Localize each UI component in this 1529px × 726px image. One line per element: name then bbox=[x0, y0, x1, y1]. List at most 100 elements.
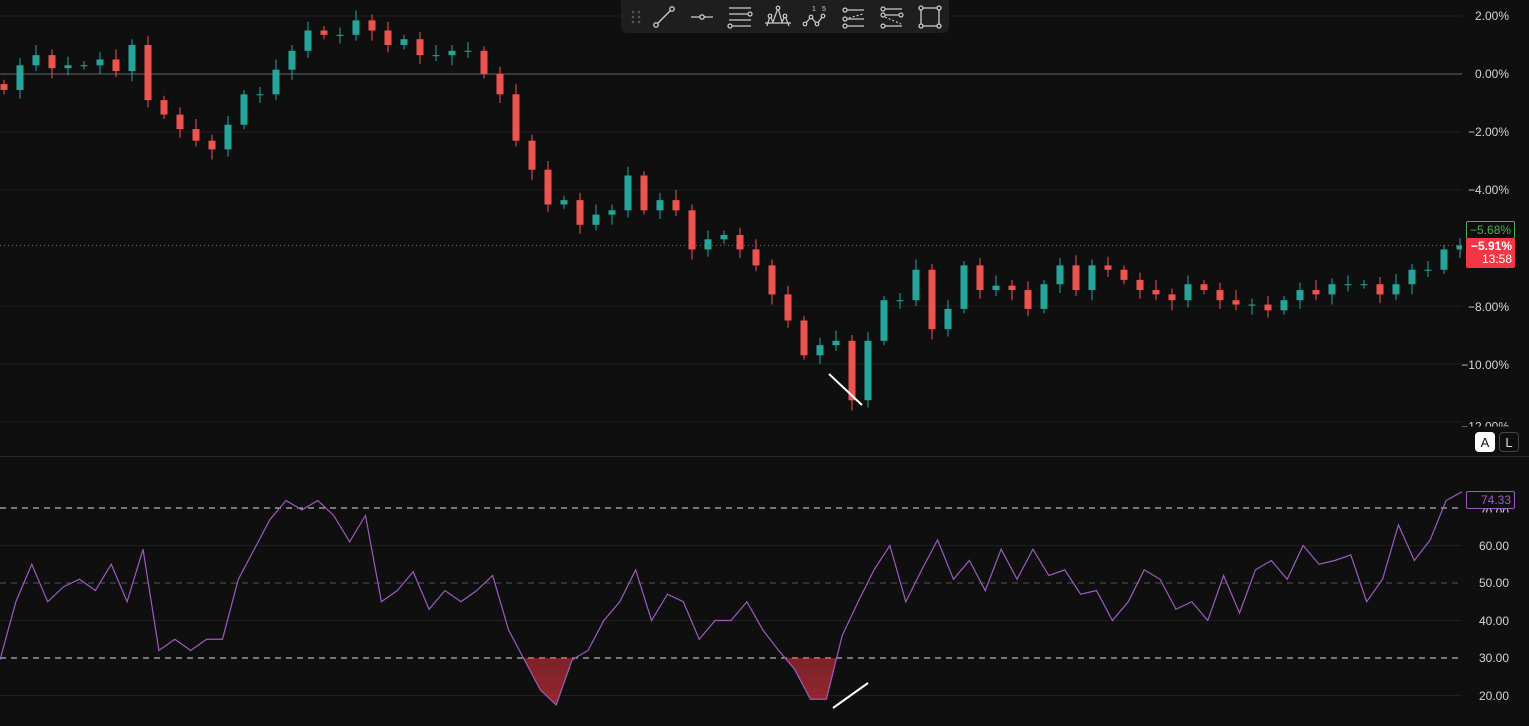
candle-body bbox=[448, 50, 456, 56]
last-price-value: −5.91% bbox=[1470, 239, 1512, 253]
rectangle-icon[interactable] bbox=[911, 2, 949, 32]
rsi-trend-line-drawing bbox=[832, 682, 869, 709]
log-scale-button[interactable]: L bbox=[1499, 432, 1519, 452]
candle-body bbox=[960, 265, 968, 309]
candle-body bbox=[1056, 265, 1064, 285]
candle-body bbox=[48, 55, 56, 69]
candle-body bbox=[1296, 290, 1304, 301]
candle-body bbox=[1104, 265, 1112, 270]
auto-scale-button[interactable]: A bbox=[1475, 432, 1495, 452]
candle-body bbox=[672, 200, 680, 211]
rsi-chart[interactable] bbox=[0, 490, 1462, 726]
candle-body bbox=[1248, 304, 1256, 306]
candle-body bbox=[832, 340, 840, 346]
regression-trend-icon[interactable] bbox=[873, 2, 911, 32]
price-tick: −12.00% bbox=[1461, 419, 1509, 427]
parallel-channel-icon[interactable] bbox=[835, 2, 873, 32]
candle-body bbox=[352, 20, 360, 35]
candle-body bbox=[1216, 290, 1224, 301]
price-tick: 0.00% bbox=[1474, 67, 1509, 81]
rsi-tick: 60.00 bbox=[1478, 539, 1509, 553]
candle-body bbox=[608, 210, 616, 215]
candle-body bbox=[720, 234, 728, 240]
candle-body bbox=[912, 269, 920, 301]
candle-body bbox=[1152, 290, 1160, 295]
candle-body bbox=[1040, 284, 1048, 309]
candle-body bbox=[1184, 284, 1192, 301]
head-and-shoulders-icon[interactable] bbox=[759, 2, 797, 32]
candle-body bbox=[384, 30, 392, 45]
candle-body bbox=[144, 45, 152, 101]
pane-separator[interactable] bbox=[0, 456, 1529, 457]
candle-body bbox=[624, 175, 632, 211]
candle-body bbox=[80, 65, 88, 67]
candle-body bbox=[1232, 300, 1240, 305]
candle-body bbox=[336, 34, 344, 36]
candle-body bbox=[656, 200, 664, 211]
candle-body bbox=[416, 39, 424, 56]
candle-body bbox=[800, 320, 808, 356]
candle-body bbox=[576, 200, 584, 225]
candle-body bbox=[864, 340, 872, 401]
candle-body bbox=[928, 269, 936, 330]
candle-body bbox=[1440, 249, 1448, 270]
candle-body bbox=[1392, 284, 1400, 295]
candle-body bbox=[544, 169, 552, 205]
candle-body bbox=[0, 84, 8, 90]
candle-body bbox=[272, 69, 280, 95]
candle-body bbox=[1328, 284, 1336, 295]
trend-line-drawing bbox=[828, 373, 863, 406]
rsi-tick: 20.00 bbox=[1478, 689, 1509, 703]
rsi-tick: 70.00 bbox=[1478, 505, 1509, 513]
candle-body bbox=[320, 30, 328, 35]
candle-body bbox=[1376, 284, 1384, 295]
candle-body bbox=[1264, 304, 1272, 311]
svg-text:1: 1 bbox=[812, 6, 816, 13]
candle-body bbox=[192, 129, 200, 141]
candle-body bbox=[560, 200, 568, 205]
rsi-tick: 40.00 bbox=[1478, 614, 1509, 628]
candle-body bbox=[768, 265, 776, 295]
candle-body bbox=[400, 39, 408, 45]
candle-body bbox=[880, 300, 888, 341]
price-tick: −2.00% bbox=[1467, 125, 1509, 139]
candle-body bbox=[512, 94, 520, 141]
candle-body bbox=[304, 30, 312, 51]
candle-body bbox=[528, 140, 536, 170]
candle-body bbox=[128, 45, 136, 72]
candle-body bbox=[16, 65, 24, 90]
rsi-tick: 30.00 bbox=[1478, 651, 1509, 665]
last-price-label: −5.91% 13:58 bbox=[1466, 238, 1515, 268]
candle-body bbox=[1120, 269, 1128, 280]
candle-body bbox=[1024, 290, 1032, 309]
candle-body bbox=[944, 308, 952, 330]
candle-body bbox=[816, 345, 824, 356]
drag-handle-icon[interactable] bbox=[627, 2, 645, 32]
candle-body bbox=[1360, 284, 1368, 286]
candle-body bbox=[704, 239, 712, 250]
price-chart[interactable] bbox=[0, 0, 1462, 456]
trend-line-icon[interactable] bbox=[645, 2, 683, 32]
candle-body bbox=[1200, 284, 1208, 291]
candle-body bbox=[896, 300, 904, 302]
candle-body bbox=[32, 55, 40, 66]
candle-body bbox=[256, 94, 264, 96]
rsi-last-value: 74.33 bbox=[1466, 491, 1515, 509]
price-tick: −8.00% bbox=[1467, 300, 1509, 314]
candle-body bbox=[208, 140, 216, 150]
fib-retracement-icon[interactable] bbox=[721, 2, 759, 32]
candle-body bbox=[112, 59, 120, 72]
rsi-line bbox=[0, 491, 1462, 706]
rsi-oversold-fill bbox=[0, 658, 1462, 705]
candle-body bbox=[1456, 245, 1462, 250]
candle-body bbox=[640, 175, 648, 211]
candle-body bbox=[848, 340, 856, 401]
candle-body bbox=[288, 50, 296, 70]
candle-body bbox=[992, 285, 1000, 291]
price-tick: −4.00% bbox=[1467, 183, 1509, 197]
candle-body bbox=[64, 65, 72, 69]
candle-body bbox=[464, 50, 472, 52]
horizontal-ray-icon[interactable] bbox=[683, 2, 721, 32]
